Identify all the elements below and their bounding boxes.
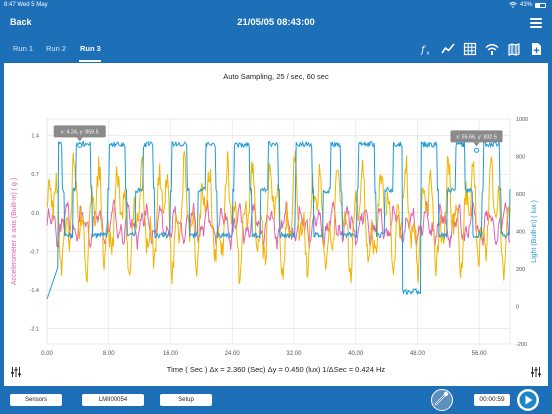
bottom-bar: Sensors LMII00054 Setup 00:00:59	[0, 386, 552, 414]
scope-button[interactable]	[431, 389, 453, 411]
line-chart-icon[interactable]	[440, 41, 456, 57]
right-axis-settings-icon[interactable]	[530, 365, 542, 377]
status-bar: 8:47 Wed 5 May 43%	[0, 0, 552, 10]
chart-panel: Auto Sampling, 25 / sec, 60 sec 0.00 8.00…	[4, 63, 548, 386]
scope-icon	[434, 391, 449, 406]
cursor-tooltip	[450, 130, 503, 143]
status-date: Wed 5 May	[17, 2, 48, 8]
setup-button[interactable]: Setup	[160, 394, 212, 406]
hamburger-menu-icon[interactable]	[530, 18, 542, 28]
cursor-tooltip-text: x: 4.24, y: 859.5	[61, 130, 99, 136]
svg-text:x: x	[427, 51, 430, 57]
x-tick-label: 0.00	[41, 351, 53, 357]
left-y-tick-label: -0.7	[30, 249, 39, 255]
left-y-tick-label: 0.0	[31, 211, 39, 217]
x-tick-label: 32.00	[286, 351, 302, 357]
left-y-tick-label: 0.7	[31, 172, 39, 178]
right-y-tick-label: 600	[516, 192, 525, 198]
x-tick-label: 8.00	[103, 351, 115, 357]
left-y-tick-label: 1.4	[31, 134, 39, 140]
sensors-button[interactable]: Sensors	[10, 394, 62, 406]
cursor-marker[interactable]	[77, 142, 83, 148]
cursor-tooltip	[53, 125, 106, 138]
cursor-marker[interactable]	[474, 147, 480, 153]
chart-title: Auto Sampling, 25 / sec, 60 sec	[223, 72, 329, 81]
page-title: 21/05/05 08:43:00	[237, 17, 315, 28]
battery-percent: 43%	[519, 2, 532, 8]
accelerometer-pink-series	[46, 199, 511, 250]
x-tick-label: 48.00	[410, 351, 426, 357]
left-axis-settings-icon[interactable]	[10, 365, 22, 377]
wifi-share-icon[interactable]	[484, 41, 500, 57]
left-y-tick-label: -2.1	[30, 327, 39, 333]
right-y-tick-label: -200	[516, 342, 527, 348]
svg-text:f: f	[420, 45, 427, 56]
right-y-tick-label: 400	[516, 230, 525, 236]
tab-run-3[interactable]: Run 3	[80, 44, 101, 53]
battery-level	[536, 3, 540, 7]
x-tick-label: 16.00	[163, 351, 179, 357]
right-axis-label: Light (Built-in) ( lux )	[531, 200, 538, 263]
cursor-tooltip-text: x: 55.66, y: 832.5	[456, 135, 497, 141]
light-series	[46, 139, 511, 300]
x-tick-label: 24.00	[225, 351, 241, 357]
x-tick-label: 56.00	[472, 351, 488, 357]
active-tab-indicator	[79, 60, 101, 62]
export-file-icon[interactable]	[528, 41, 544, 57]
cursor-tooltip-pointer	[76, 137, 83, 142]
line-chart[interactable]: 0.00 8.00 16.00 24.00 32.00 40.00 48.00 56.001.…	[4, 63, 548, 363]
back-button[interactable]: Back	[10, 17, 32, 27]
measurement-readout: Time ( Sec ) Δx = 2.360 (Sec) Δy = 0.450…	[166, 365, 386, 374]
elapsed-timer: 00:00:59	[474, 394, 510, 406]
status-right: 43%	[509, 2, 546, 8]
status-time: 8:47	[4, 2, 16, 8]
battery-icon	[535, 2, 546, 8]
left-y-tick-label: -1.4	[30, 288, 39, 294]
play-button[interactable]	[517, 389, 539, 411]
right-y-tick-label: 0	[516, 305, 519, 311]
device-button[interactable]: LMII00054	[82, 394, 144, 406]
wifi-icon	[509, 2, 517, 8]
right-y-tick-label: 200	[516, 267, 525, 273]
grid-icon[interactable]	[462, 41, 478, 57]
nav-bar: Back 21/05/05 08:43:00	[0, 10, 552, 36]
tab-run-2[interactable]: Run 2	[46, 44, 67, 53]
cursor-tooltip-pointer	[473, 142, 480, 147]
tab-run-1[interactable]: Run 1	[13, 44, 34, 53]
play-icon	[519, 391, 537, 409]
map-icon[interactable]	[506, 41, 522, 57]
x-tick-label: 40.00	[348, 351, 364, 357]
right-y-tick-label: 1000	[516, 117, 528, 123]
left-axis-label: Accelerometer x axis (Built-in) ( g )	[11, 178, 18, 285]
status-time-date: 8:47 Wed 5 May	[4, 2, 48, 8]
right-y-tick-label: 800	[516, 155, 525, 161]
